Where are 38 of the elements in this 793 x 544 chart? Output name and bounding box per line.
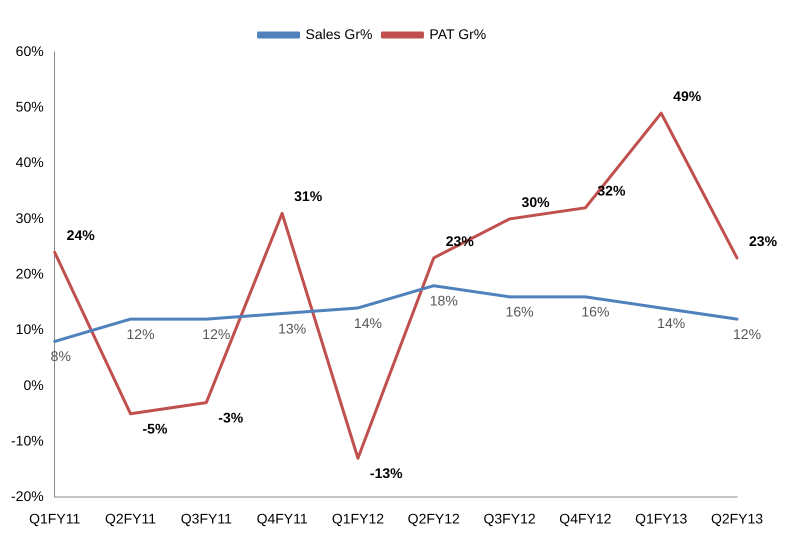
data-label: 31% <box>294 188 323 204</box>
data-label: 49% <box>673 88 702 104</box>
data-label: 12% <box>733 326 762 342</box>
y-tick-label: 50% <box>16 98 44 115</box>
data-label: 12% <box>126 326 155 342</box>
x-tick-label: Q1FY13 <box>635 510 688 526</box>
y-tick-label: 40% <box>16 154 44 170</box>
x-tick-label: Q1FY11 <box>29 510 80 526</box>
data-label: 24% <box>66 227 96 244</box>
data-label: 16% <box>506 304 534 320</box>
data-label: -3% <box>218 409 244 426</box>
y-tick-label: 20% <box>16 265 44 282</box>
data-label: -13% <box>370 465 404 482</box>
y-tick-label: 30% <box>16 210 44 226</box>
x-tick-label: Q4FY12 <box>559 510 612 526</box>
data-label: 16% <box>581 304 610 320</box>
y-tick-label: -20% <box>10 488 44 504</box>
data-label: 18% <box>430 292 458 309</box>
data-label: 23% <box>749 232 778 249</box>
x-tick-label: Q1FY12 <box>332 510 384 526</box>
data-label: 14% <box>657 314 686 331</box>
x-tick-label: Q2FY11 <box>104 510 156 526</box>
legend-label: PAT Gr% <box>429 26 486 42</box>
x-tick-label: Q4FY11 <box>256 510 308 526</box>
data-label: 12% <box>202 326 230 342</box>
y-tick-label: 0% <box>23 376 44 393</box>
x-tick-label: Q2FY13 <box>710 510 764 526</box>
data-label: 30% <box>522 194 550 210</box>
y-tick-label: 60% <box>16 42 44 59</box>
y-tick-label: 10% <box>16 321 44 338</box>
x-tick-label: Q3FY11 <box>180 510 232 526</box>
data-label: -5% <box>142 420 168 437</box>
y-tick-label: -10% <box>10 432 44 448</box>
data-label: 14% <box>354 314 382 331</box>
x-tick-label: Q3FY12 <box>483 510 536 526</box>
legend-label: Sales Gr% <box>306 26 372 42</box>
data-label: 13% <box>278 320 306 336</box>
x-tick-label: Q2FY12 <box>408 510 460 526</box>
